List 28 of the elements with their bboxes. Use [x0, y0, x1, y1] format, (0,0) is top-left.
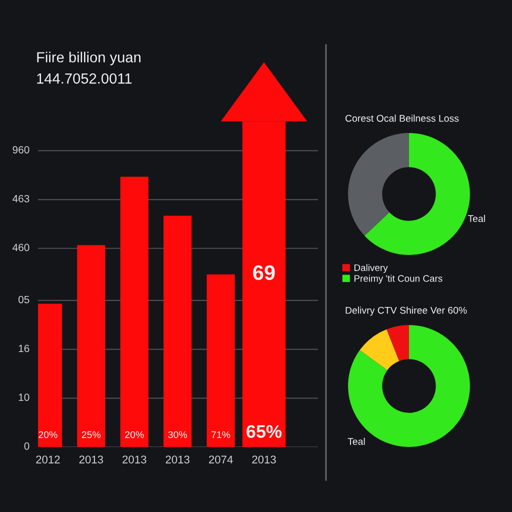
text: 05 — [18, 296, 30, 304]
annotation: 20% — [125, 431, 144, 438]
chart-subtitle: 144.7052.0011 — [37, 73, 132, 84]
x-tick-label: 2074 — [208, 456, 233, 464]
chart-title: Fiire billion yuan — [37, 52, 140, 66]
chart-title: Corest Ocal Beilness Loss — [345, 114, 459, 122]
slice-label: Teal — [468, 214, 485, 222]
x-tick-label: 2012 — [36, 456, 60, 464]
legend-label: Dalivery — [354, 264, 388, 273]
annotation: 25% — [82, 431, 101, 438]
text: 10 — [18, 394, 30, 401]
text: 463 — [12, 194, 30, 202]
x-tick-label: 2013 — [122, 456, 146, 464]
text: 16 — [18, 344, 30, 352]
x-tick-label: 2013 — [252, 456, 276, 464]
text: Teal — [348, 438, 365, 445]
annotation: 69 — [253, 265, 275, 280]
legend-label: Preimy 'tit Coun Cars — [354, 274, 442, 284]
text: 0 — [24, 442, 30, 450]
annotation: 71% — [212, 431, 230, 438]
text: 960 — [12, 146, 30, 154]
x-tick-label: 2013 — [79, 456, 104, 464]
annotation: 20% — [38, 431, 58, 438]
text: 460 — [12, 244, 30, 252]
annotation: 65% — [246, 425, 282, 438]
x-tick-label: 2013 — [166, 456, 190, 464]
annotation: 30% — [168, 431, 187, 438]
text: Delivry CTV Shiree Ver 60% — [346, 306, 467, 316]
